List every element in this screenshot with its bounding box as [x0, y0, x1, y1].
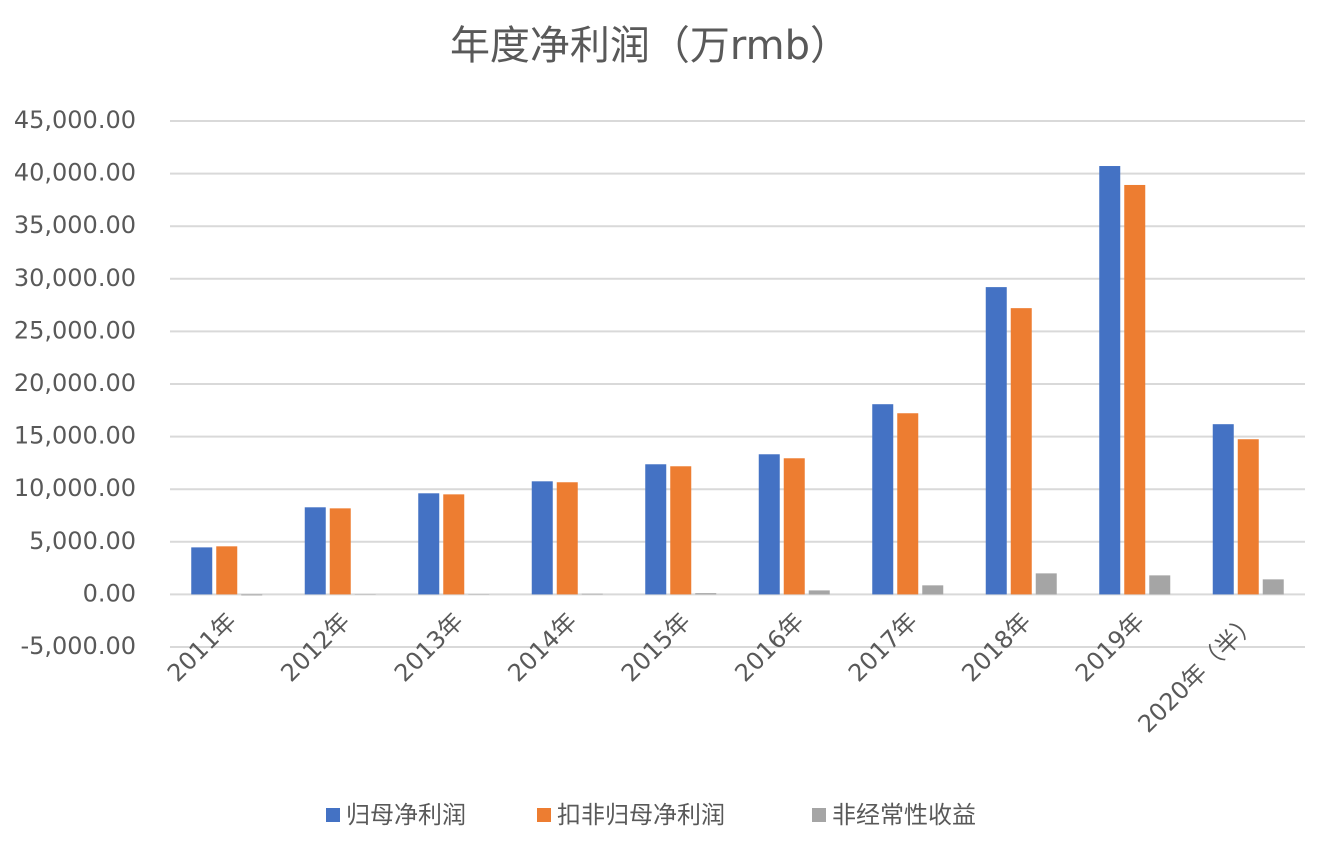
bar	[191, 547, 213, 595]
bar	[531, 481, 553, 595]
bar	[1035, 573, 1057, 595]
bar	[1212, 424, 1234, 595]
bar	[556, 482, 578, 595]
legend-swatch	[812, 808, 826, 822]
y-tick-label: 20,000.00	[14, 369, 136, 397]
bar	[1124, 184, 1146, 595]
chart-title: 年度净利润（万rmb）	[450, 23, 850, 69]
bar	[304, 507, 326, 595]
bar	[1237, 439, 1259, 595]
bar	[922, 585, 944, 595]
bar	[670, 466, 692, 595]
y-tick-label: -5,000.00	[20, 632, 136, 660]
legend-swatch	[326, 808, 340, 822]
bar	[1099, 166, 1121, 595]
y-tick-label: 40,000.00	[14, 159, 136, 187]
legend-label: 归母净利润	[346, 801, 466, 829]
bar	[1149, 575, 1171, 595]
bar	[645, 464, 667, 595]
legend-label: 扣非归母净利润	[557, 801, 725, 829]
bar	[808, 590, 830, 595]
bar	[985, 287, 1007, 595]
bar	[783, 458, 805, 595]
bar	[695, 593, 717, 595]
bar	[758, 454, 780, 595]
bar	[897, 413, 919, 595]
y-tick-label: 5,000.00	[29, 527, 136, 555]
bar	[1010, 308, 1032, 595]
legend-swatch	[537, 808, 551, 822]
y-tick-label: 45,000.00	[14, 106, 136, 134]
y-tick-label: 0.00	[83, 579, 136, 607]
bar	[418, 493, 440, 595]
bar	[1262, 579, 1284, 595]
y-tick-label: 10,000.00	[14, 474, 136, 502]
legend-label: 非经常性收益	[832, 801, 976, 829]
bar	[241, 594, 263, 596]
bar	[216, 546, 238, 595]
y-tick-label: 30,000.00	[14, 264, 136, 292]
y-tick-label: 25,000.00	[14, 316, 136, 344]
bar	[443, 494, 465, 595]
bar	[872, 404, 894, 595]
bar	[329, 508, 351, 595]
y-tick-label: 15,000.00	[14, 422, 136, 450]
bar	[581, 593, 603, 595]
y-tick-label: 35,000.00	[14, 211, 136, 239]
